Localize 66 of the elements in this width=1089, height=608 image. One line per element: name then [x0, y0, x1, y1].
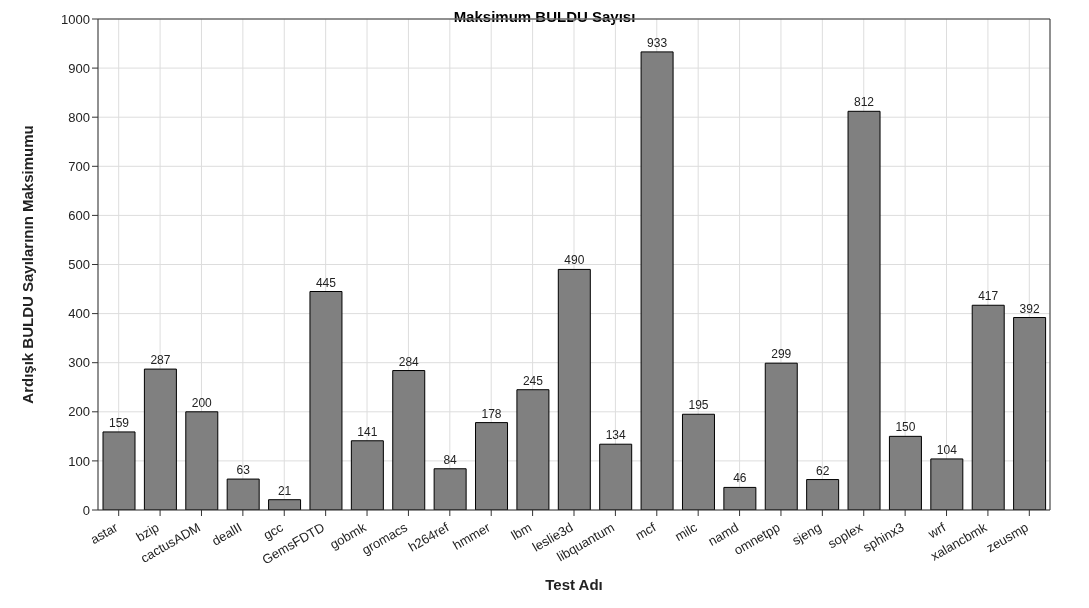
x-tick-label: mcf: [632, 519, 659, 544]
data-label: 299: [771, 347, 792, 362]
bar: [309, 291, 343, 510]
bar: [930, 458, 964, 510]
data-label: 445: [315, 275, 337, 290]
bar: [557, 268, 591, 510]
data-label: 284: [398, 354, 420, 369]
x-tick-label: lbm: [508, 519, 535, 544]
data-label: 84: [443, 452, 458, 467]
data-label: 200: [191, 395, 213, 410]
data-label: 63: [236, 463, 251, 478]
bar: [475, 422, 509, 510]
bar: [599, 443, 633, 510]
y-tick-label: 500: [68, 257, 90, 273]
y-tick-label: 0: [82, 502, 90, 518]
x-tick-label: milc: [672, 519, 701, 545]
y-axis-title: Ardışık BULDU Sayılarının Maksimumu: [19, 125, 37, 404]
y-tick-label: 900: [68, 60, 90, 76]
data-label: 195: [688, 398, 709, 413]
data-label: 141: [357, 424, 378, 439]
bar: [681, 413, 715, 510]
bar: [516, 389, 550, 510]
bar: [268, 499, 302, 510]
data-label: 178: [481, 406, 502, 421]
bar: [185, 411, 219, 510]
data-label: 490: [564, 253, 585, 268]
data-label: 417: [978, 289, 999, 304]
data-label: 104: [936, 442, 958, 457]
data-label: 287: [150, 353, 171, 368]
y-tick-label: 400: [68, 306, 90, 322]
data-label: 134: [605, 428, 627, 443]
y-tick-label: 300: [68, 355, 90, 371]
x-tick-label: sjeng: [789, 519, 824, 549]
bar: [392, 370, 426, 510]
x-tick-label: dealII: [209, 519, 245, 549]
y-tick-label: 700: [68, 158, 90, 174]
x-tick-label: astar: [87, 519, 121, 548]
data-label: 150: [895, 420, 916, 435]
bar: [102, 431, 136, 510]
y-tick-label: 100: [68, 453, 90, 469]
data-label: 392: [1019, 301, 1040, 316]
y-tick-label: 200: [68, 404, 90, 420]
data-label: 62: [815, 463, 830, 478]
y-tick-label: 1000: [61, 11, 90, 27]
y-tick-label: 800: [68, 109, 90, 125]
bar: [640, 51, 674, 510]
x-axis-title: Test Adı: [545, 576, 603, 593]
bar: [350, 440, 384, 510]
bar: [971, 304, 1005, 510]
data-label: 46: [733, 471, 747, 486]
data-label: 812: [854, 95, 875, 110]
data-label: 159: [108, 415, 130, 430]
data-label: 21: [277, 483, 292, 498]
data-label: 245: [522, 373, 544, 388]
bar: [806, 479, 840, 510]
bar: [764, 362, 798, 510]
bar: [888, 435, 922, 510]
bar: [723, 486, 757, 510]
bar: [226, 478, 260, 510]
bar: [143, 368, 177, 510]
bar: [1013, 317, 1047, 510]
bar: [433, 468, 467, 510]
chart-title: Maksimum BULDU Sayısı: [453, 8, 636, 25]
bar: [847, 110, 881, 510]
y-tick-label: 600: [68, 208, 90, 224]
data-label: 933: [647, 35, 668, 50]
